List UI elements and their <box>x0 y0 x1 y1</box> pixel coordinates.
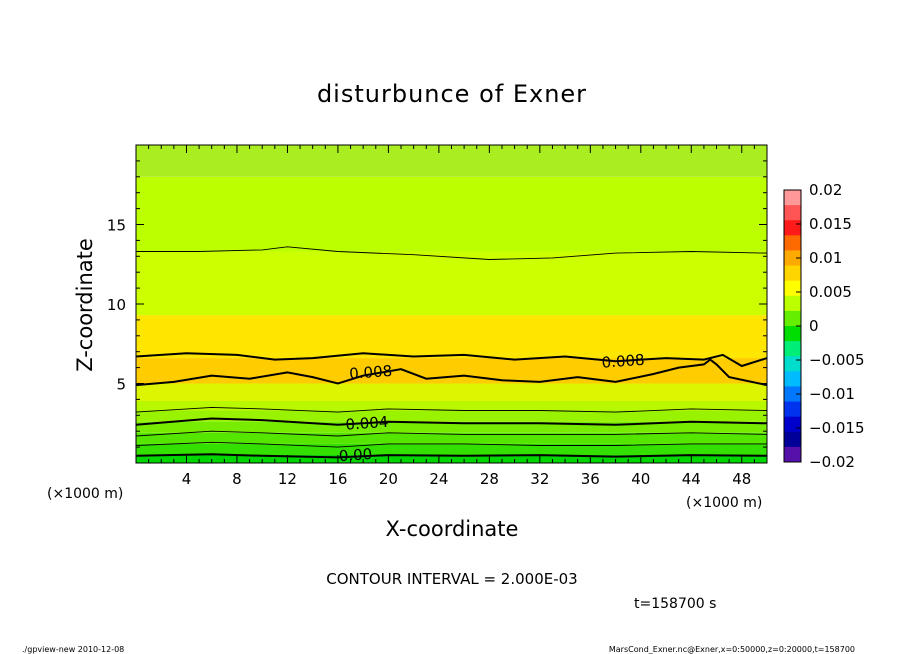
contour-line-6 <box>135 352 768 368</box>
y-axis-label: Z-coordinate <box>73 238 97 372</box>
colorbar-segment <box>784 386 801 403</box>
x-tick-label: 8 <box>232 470 242 488</box>
colorbar-segment <box>784 265 801 282</box>
y-tick-label: 15 <box>107 217 126 235</box>
x-tick-label: 40 <box>631 470 650 488</box>
y-axis-ticks: 5 10 15 <box>107 144 767 464</box>
colorbar: 0.02 0.015 0.01 0.005 0 −0.005 −0.01 −0.015 −0.0… <box>783 181 865 471</box>
contour-line-5 <box>135 358 768 387</box>
colorbar-segment <box>784 205 801 221</box>
filled-contours <box>136 145 767 463</box>
colorbar-tick-label: 0.02 <box>809 181 842 199</box>
colorbar-segment <box>784 235 801 251</box>
colorbar-segment <box>784 356 801 372</box>
time-text: t=158700 s <box>634 596 716 612</box>
fill-layer-5 <box>136 400 767 411</box>
colorbar-segment <box>784 341 801 357</box>
contour-line-2 <box>135 430 768 437</box>
contour-line-7 <box>136 246 768 260</box>
colorbar-segment <box>784 326 801 342</box>
colorbar-segment <box>784 446 801 463</box>
colorbar-tick-label: 0.015 <box>809 215 852 233</box>
x-tick-label: 32 <box>530 470 549 488</box>
y-tick-label: 5 <box>116 376 126 394</box>
colorbar-segment <box>784 401 801 418</box>
colorbar-tick-label: 0 <box>809 317 819 335</box>
colorbar-tick-label: −0.01 <box>809 385 855 403</box>
fill-layer-9 <box>136 251 767 316</box>
chart-title: disturbunce of Exner <box>317 80 587 108</box>
fill-layer-2 <box>136 432 767 444</box>
x-tick-label: 28 <box>480 470 499 488</box>
x-tick-label: 36 <box>581 470 600 488</box>
x-tick-label: 4 <box>182 470 192 488</box>
contour-lines <box>135 246 768 459</box>
colorbar-tick-label: 0.01 <box>809 249 842 267</box>
colorbar-tick-label: −0.005 <box>809 351 865 369</box>
x-tick-label: 24 <box>429 470 448 488</box>
colorbar-segment <box>784 190 801 206</box>
colorbar-tick-label: 0.005 <box>809 283 852 301</box>
x-axis-unit: (×1000 m) <box>686 495 762 511</box>
fill-layer-10 <box>136 176 767 252</box>
footer-right: MarsCond_Exner.nc@Exner,x=0:50000,z=0:20… <box>609 645 855 654</box>
y-tick-label: 10 <box>107 296 126 314</box>
colorbar-segment <box>784 220 801 236</box>
contour-line-3 <box>135 417 768 426</box>
colorbar-segment <box>784 310 801 327</box>
footer-left: ./gpview-new 2010-12-08 <box>22 645 124 654</box>
fill-layer-7 <box>136 358 767 384</box>
contour-label-0: 0.008 <box>349 362 393 383</box>
fill-layer-4 <box>136 410 767 422</box>
colorbar-segment <box>784 431 801 448</box>
x-tick-label: 16 <box>328 470 347 488</box>
y-axis-unit: (×1000 m) <box>47 486 123 502</box>
x-tick-label: 48 <box>732 470 751 488</box>
contour-line-1 <box>135 441 767 448</box>
colorbar-segment <box>784 250 801 267</box>
fill-layer-6 <box>136 383 767 401</box>
fill-layer-3 <box>136 421 767 433</box>
contour-interval-text: CONTOUR INTERVAL = 2.000E-03 <box>326 570 577 588</box>
fill-layer-11 <box>136 145 767 177</box>
colorbar-segment <box>784 295 801 312</box>
x-axis-label: X-coordinate <box>386 517 519 541</box>
contour-labels: 0.008 0.008 0.004 0.00 <box>338 351 645 465</box>
contour-label-3: 0.00 <box>338 445 373 465</box>
colorbar-tick-label: −0.015 <box>809 419 865 437</box>
x-tick-label: 20 <box>379 470 398 488</box>
colorbar-segment <box>784 371 801 387</box>
colorbar-tick-label: −0.02 <box>809 453 855 471</box>
contour-label-1: 0.008 <box>601 351 645 372</box>
contour-label-2: 0.004 <box>345 413 389 434</box>
fill-layer-1 <box>136 443 767 456</box>
fill-layer-8 <box>136 315 767 359</box>
colorbar-segment <box>784 280 801 297</box>
x-axis-ticks: 4 8 12 16 20 24 28 32 36 40 44 48 <box>135 145 768 488</box>
colorbar-segment <box>784 416 801 433</box>
contour-line-4 <box>135 406 768 413</box>
x-tick-label: 44 <box>682 470 701 488</box>
x-tick-label: 12 <box>278 470 297 488</box>
